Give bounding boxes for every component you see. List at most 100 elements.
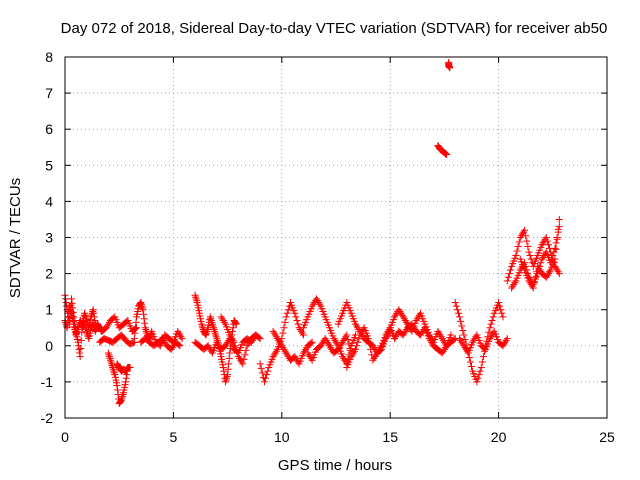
data-point	[354, 324, 362, 332]
data-point	[513, 247, 521, 255]
data-point	[90, 309, 98, 317]
data-point	[349, 349, 357, 357]
data-point	[486, 324, 494, 332]
data-point	[282, 349, 290, 357]
data-point	[451, 298, 459, 306]
data-point	[353, 342, 361, 350]
data-point	[537, 259, 545, 267]
data-point	[539, 239, 547, 247]
data-point	[412, 317, 420, 325]
data-point	[280, 345, 288, 353]
data-point	[552, 264, 560, 272]
data-point	[106, 354, 114, 362]
data-point	[226, 331, 234, 339]
data-point	[192, 293, 200, 301]
data-point	[521, 226, 529, 234]
data-point	[176, 331, 184, 339]
data-point	[395, 306, 403, 314]
data-point	[509, 282, 517, 290]
data-point	[402, 318, 410, 326]
data-point	[522, 232, 530, 240]
data-point	[299, 331, 307, 339]
data-point	[89, 306, 97, 314]
data-point	[340, 336, 348, 344]
data-point	[466, 358, 474, 366]
y-tick-label: 7	[45, 85, 53, 101]
data-point	[426, 336, 434, 344]
data-point	[213, 338, 221, 346]
data-point	[70, 317, 78, 325]
data-point	[371, 353, 379, 361]
y-axis-label: SDTVAR / TECUs	[7, 178, 24, 298]
data-point	[535, 264, 543, 272]
data-point	[276, 338, 284, 346]
data-point	[315, 298, 323, 306]
data-point	[231, 318, 239, 326]
data-point	[392, 311, 400, 319]
data-point	[499, 342, 507, 350]
data-point	[525, 248, 533, 256]
data-point	[139, 304, 147, 312]
data-point	[214, 340, 222, 348]
data-point	[495, 298, 503, 306]
data-point	[486, 335, 494, 343]
data-point	[365, 335, 373, 343]
data-point	[76, 353, 84, 361]
data-point	[126, 363, 134, 371]
y-tick-label: 0	[45, 338, 53, 354]
data-point	[283, 309, 291, 317]
data-point	[228, 327, 236, 335]
data-point	[542, 234, 550, 241]
data-point	[514, 243, 522, 251]
data-point	[131, 329, 139, 337]
data-point	[110, 367, 118, 375]
data-point	[343, 331, 351, 339]
data-point	[219, 363, 227, 371]
data-point	[236, 354, 244, 362]
data-point	[258, 369, 266, 377]
data-point	[223, 372, 231, 380]
data-point	[476, 367, 484, 375]
data-point	[409, 322, 417, 330]
data-point	[334, 345, 342, 353]
data-point	[104, 320, 112, 328]
data-point	[269, 353, 277, 361]
x-tick-label: 15	[382, 429, 398, 445]
data-point	[262, 374, 270, 382]
data-point	[468, 363, 475, 371]
data-point	[398, 311, 406, 319]
data-point	[280, 324, 288, 332]
data-point	[391, 313, 399, 321]
data-point	[230, 338, 238, 346]
data-point	[62, 298, 70, 306]
data-point	[400, 315, 408, 323]
data-point	[440, 345, 448, 353]
data-point	[384, 327, 392, 335]
data-point	[122, 378, 130, 386]
data-point	[110, 369, 118, 377]
data-point	[427, 338, 435, 346]
data-point	[354, 338, 362, 346]
data-point	[109, 363, 117, 371]
data-point	[137, 298, 145, 306]
data-point	[94, 320, 102, 328]
data-point	[460, 331, 468, 339]
data-point	[366, 340, 374, 348]
data-point	[501, 338, 509, 346]
data-point	[270, 351, 278, 359]
data-point	[552, 245, 560, 253]
data-point	[83, 317, 91, 325]
data-point	[131, 324, 139, 332]
data-point	[438, 349, 446, 357]
data-point	[82, 315, 90, 323]
data-point	[65, 302, 73, 310]
data-point	[139, 306, 147, 314]
data-point	[549, 252, 557, 260]
data-point	[107, 358, 115, 366]
data-point	[534, 262, 542, 270]
data-point	[89, 308, 97, 316]
data-point	[350, 347, 358, 355]
data-point	[459, 326, 467, 334]
data-point	[344, 335, 352, 343]
data-point	[555, 270, 563, 278]
